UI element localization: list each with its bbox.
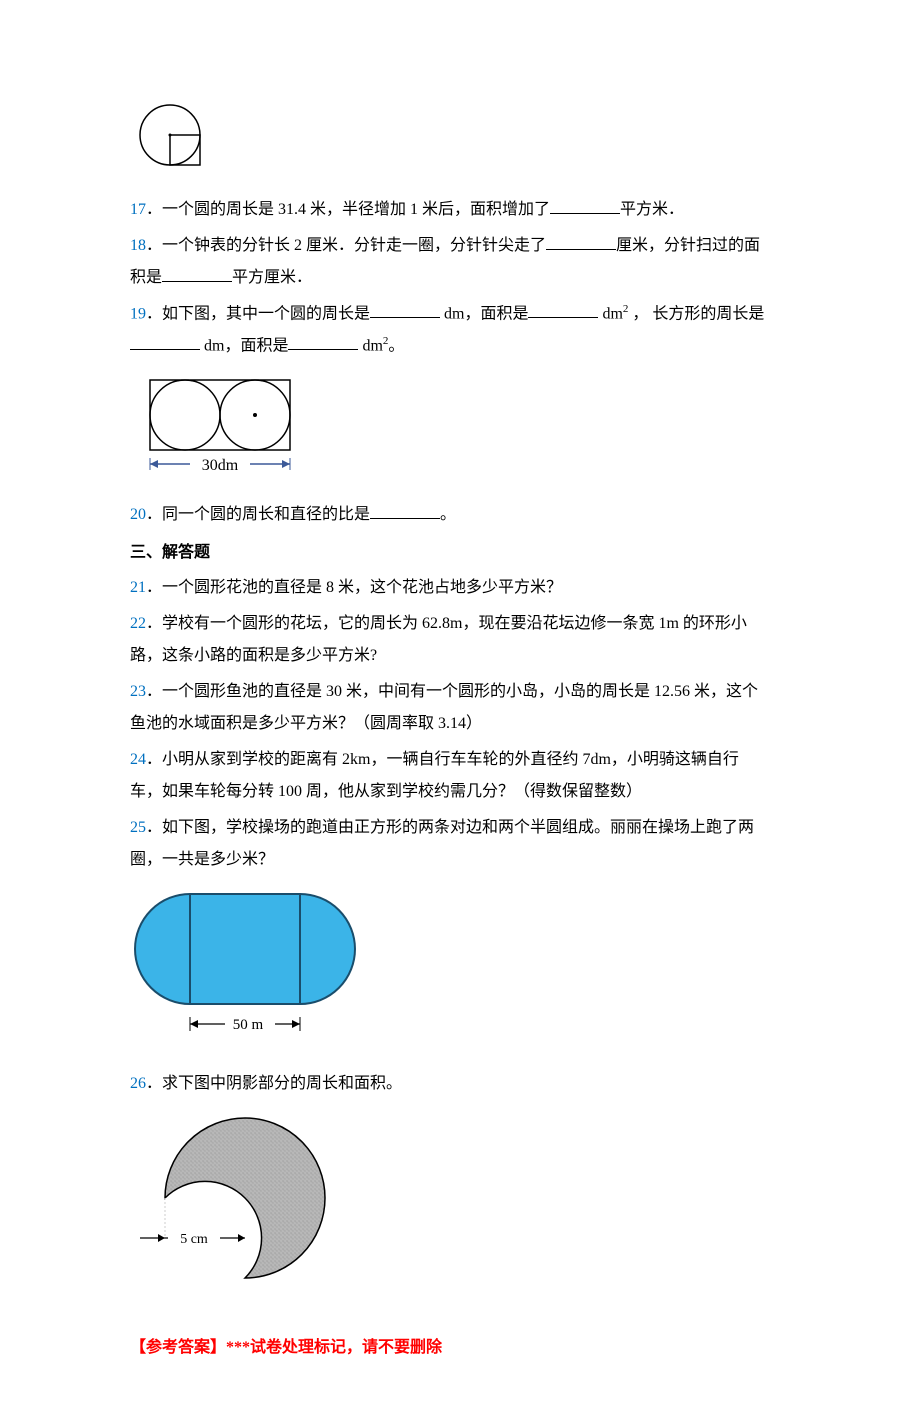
q18-text1: ．一个钟表的分针长 2 厘米．分针走一圈，分针针尖走了 <box>146 237 546 254</box>
question-25: 25．如下图，学校操场的跑道由正方形的两条对边和两个半圆组成。丽丽在操场上跑了两… <box>130 812 790 876</box>
q21-num: 21 <box>130 579 146 596</box>
q24-text2: 车，如果车轮每分转 100 周，他从家到学校约需几分？（得数保留整数） <box>130 783 642 800</box>
q18-num: 18 <box>130 237 146 254</box>
question-22: 22．学校有一个圆形的花坛，它的周长为 62.8m，现在要沿花坛边修一条宽 1m… <box>130 608 790 672</box>
q23-text1: ．一个圆形鱼池的直径是 30 米，中间有一个圆形的小岛，小岛的周长是 12.56… <box>146 683 758 700</box>
q23-num: 23 <box>130 683 146 700</box>
q17-num: 17 <box>130 201 146 218</box>
q19-label: 30dm <box>202 457 239 474</box>
q18-text4: 平方厘米． <box>232 269 312 286</box>
q25-label: 50 m <box>233 1017 264 1033</box>
q26-num: 26 <box>130 1075 146 1092</box>
q20-num: 20 <box>130 506 146 523</box>
question-21: 21．一个圆形花池的直径是 8 米，这个花池占地多少平方米？ <box>130 572 790 604</box>
q19-text6: dm <box>358 337 382 354</box>
q19-text5: dm，面积是 <box>200 337 288 354</box>
q25-svg: 50 m <box>130 884 360 1049</box>
q24-num: 24 <box>130 751 146 768</box>
figure-q25: 50 m <box>130 884 790 1060</box>
q22-text1: ．学校有一个圆形的花坛，它的周长为 62.8m，现在要沿花坛边修一条宽 1m 的… <box>146 615 747 632</box>
q20-blank <box>370 503 440 519</box>
q23-text2: 鱼池的水域面积是多少平方米？（圆周率取 3.14） <box>130 715 482 732</box>
q18-text2: 厘米，分针扫过的面 <box>616 237 760 254</box>
answer-key-marker: 【参考答案】***试卷处理标记，请不要删除 <box>130 1334 790 1363</box>
q19-blank3 <box>130 334 200 350</box>
question-26: 26．求下图中阴影部分的周长和面积。 <box>130 1068 790 1100</box>
q22-num: 22 <box>130 615 146 632</box>
figure-q16 <box>130 100 790 186</box>
q19-blank4 <box>288 334 358 350</box>
q21-text: ．一个圆形花池的直径是 8 米，这个花池占地多少平方米？ <box>146 579 562 596</box>
question-19: 19．如下图，其中一个圆的周长是 dm，面积是 dm2 ， 长方形的周长是 dm… <box>130 298 790 363</box>
figure-q26: 5 cm <box>130 1108 790 1304</box>
q26-text: ．求下图中阴影部分的周长和面积。 <box>146 1075 402 1092</box>
q19-text2: dm，面积是 <box>440 305 528 322</box>
q25-num: 25 <box>130 819 146 836</box>
q20-text1: ．同一个圆的周长和直径的比是 <box>146 506 370 523</box>
q19-blank1 <box>370 302 440 318</box>
q25-text2: 圈，一共是多少米？ <box>130 851 274 868</box>
q26-svg: 5 cm <box>130 1108 345 1293</box>
figure-q19: 30dm <box>130 370 790 491</box>
question-23: 23．一个圆形鱼池的直径是 30 米，中间有一个圆形的小岛，小岛的周长是 12.… <box>130 676 790 740</box>
q18-text3: 积是 <box>130 269 162 286</box>
q19-text7: 。 <box>388 337 404 354</box>
q19-blank2 <box>528 302 598 318</box>
q19-svg: 30dm <box>130 370 315 480</box>
q19-text3: dm <box>598 305 622 322</box>
q26-label: 5 cm <box>180 1232 208 1247</box>
q16-svg <box>130 100 215 175</box>
q24-text1: ．小明从家到学校的距离有 2km，一辆自行车车轮的外直径约 7dm，小明骑这辆自… <box>146 751 739 768</box>
q25-text1: ．如下图，学校操场的跑道由正方形的两条对边和两个半圆组成。丽丽在操场上跑了两 <box>146 819 754 836</box>
q17-text-before: ．一个圆的周长是 31.4 米，半径增加 1 米后，面积增加了 <box>146 201 550 218</box>
q17-text-after: 平方米． <box>620 201 684 218</box>
q22-text2: 路，这条小路的面积是多少平方米? <box>130 647 377 664</box>
q19-text1: ．如下图，其中一个圆的周长是 <box>146 305 370 322</box>
q17-blank <box>550 198 620 214</box>
question-17: 17．一个圆的周长是 31.4 米，半径增加 1 米后，面积增加了 平方米． <box>130 194 790 226</box>
question-20: 20．同一个圆的周长和直径的比是 。 <box>130 499 790 531</box>
section-3-header: 三、解答题 <box>130 539 790 568</box>
q19-num: 19 <box>130 305 146 322</box>
q20-text2: 。 <box>440 506 456 523</box>
q18-blank2 <box>162 266 232 282</box>
q18-blank1 <box>546 234 616 250</box>
q19-text4: ， 长方形的周长是 <box>628 305 764 322</box>
question-18: 18．一个钟表的分针长 2 厘米．分针走一圈，分针针尖走了 厘米，分针扫过的面 积… <box>130 230 790 294</box>
question-24: 24．小明从家到学校的距离有 2km，一辆自行车车轮的外直径约 7dm，小明骑这… <box>130 744 790 808</box>
